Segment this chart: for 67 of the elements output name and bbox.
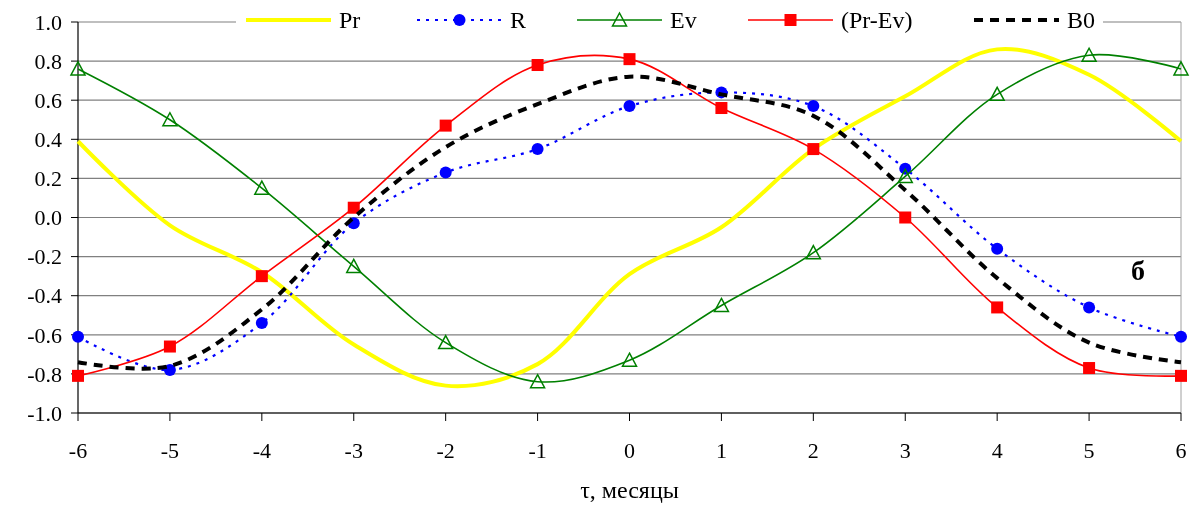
point <box>991 242 1004 255</box>
point <box>254 180 270 195</box>
x-tick-label: 2 <box>807 438 819 463</box>
x-tick-label: -4 <box>252 438 271 463</box>
x-tick-label: -5 <box>160 438 180 463</box>
point <box>346 258 362 274</box>
point <box>72 369 84 382</box>
point <box>529 373 546 389</box>
point <box>255 270 268 283</box>
point <box>439 119 452 132</box>
point <box>807 143 820 156</box>
point <box>805 244 822 260</box>
point <box>531 143 544 156</box>
point <box>807 100 820 113</box>
x-tick-label: 3 <box>899 438 911 463</box>
y-tick-label: 0.8 <box>34 48 62 74</box>
x-tick-label: 1 <box>715 438 727 463</box>
point <box>623 53 636 66</box>
point <box>439 166 452 179</box>
y-tick-label: -0.6 <box>27 322 62 348</box>
point <box>989 86 1005 102</box>
legend-label: Pr <box>339 7 361 33</box>
point <box>255 317 268 330</box>
point <box>715 102 728 115</box>
point <box>162 112 178 127</box>
point <box>713 297 730 313</box>
point <box>1083 301 1096 314</box>
point <box>70 61 86 76</box>
x-tick-label: 0 <box>624 438 635 463</box>
point <box>623 100 636 113</box>
x-tick-label: -1 <box>528 438 547 463</box>
point <box>163 363 176 376</box>
point <box>1175 330 1187 343</box>
point <box>1173 61 1189 76</box>
point <box>1081 47 1097 62</box>
legend-label: R <box>510 7 527 33</box>
point <box>347 201 360 214</box>
annotation: б <box>1131 255 1145 287</box>
x-tick-label: -2 <box>436 438 455 463</box>
legend-label: Ev <box>670 7 697 33</box>
y-tick-label: -0.4 <box>27 283 62 309</box>
x-tick-label: -6 <box>68 438 88 463</box>
point <box>621 352 638 367</box>
x-tick-label: 4 <box>991 438 1003 463</box>
y-tick-label: -1.0 <box>27 400 62 426</box>
x-tick-label: 6 <box>1175 438 1187 463</box>
x-axis-title: τ, месяцы <box>580 477 679 503</box>
y-tick-label: 1.0 <box>34 9 62 35</box>
y-tick-label: -0.2 <box>27 244 62 270</box>
point <box>991 301 1004 314</box>
point <box>899 211 912 224</box>
point <box>1083 362 1096 375</box>
point <box>531 59 544 72</box>
y-tick-label: 0.6 <box>34 87 62 113</box>
y-tick-label: 0.4 <box>34 127 62 152</box>
x-tick-label: -3 <box>344 438 363 463</box>
y-tick-label: 0.2 <box>34 166 62 192</box>
y-tick-label: 0.0 <box>34 205 62 231</box>
x-tick-label: 5 <box>1083 438 1095 463</box>
legend-label: B0 <box>1067 7 1096 33</box>
y-tick-label: -0.8 <box>27 361 62 387</box>
legend-label: (Pr-Ev) <box>841 7 913 33</box>
point <box>72 330 84 343</box>
point <box>1175 369 1187 382</box>
point <box>437 334 454 350</box>
point <box>897 168 913 184</box>
point <box>163 340 176 353</box>
